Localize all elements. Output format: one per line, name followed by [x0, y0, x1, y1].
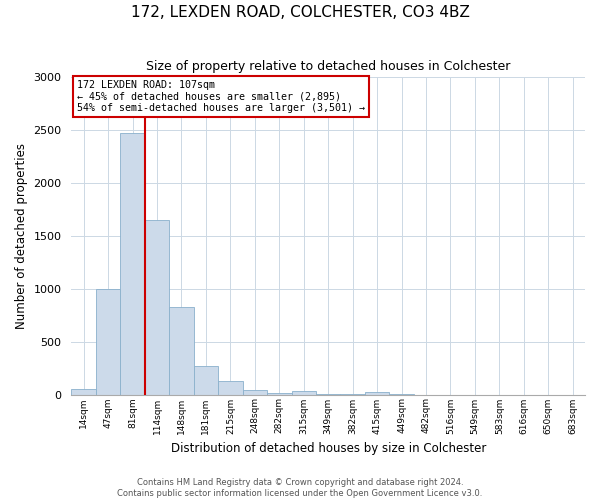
Title: Size of property relative to detached houses in Colchester: Size of property relative to detached ho… [146, 60, 511, 73]
Bar [242, 390, 267, 394]
Y-axis label: Number of detached properties: Number of detached properties [15, 142, 28, 328]
Text: 172, LEXDEN ROAD, COLCHESTER, CO3 4BZ: 172, LEXDEN ROAD, COLCHESTER, CO3 4BZ [131, 5, 469, 20]
Bar [365, 392, 389, 394]
Text: 172 LEXDEN ROAD: 107sqm
← 45% of detached houses are smaller (2,895)
54% of semi: 172 LEXDEN ROAD: 107sqm ← 45% of detache… [77, 80, 365, 114]
Text: Contains HM Land Registry data © Crown copyright and database right 2024.
Contai: Contains HM Land Registry data © Crown c… [118, 478, 482, 498]
X-axis label: Distribution of detached houses by size in Colchester: Distribution of detached houses by size … [170, 442, 486, 455]
Bar [71, 389, 96, 394]
Bar [121, 133, 145, 394]
Bar [96, 288, 121, 395]
Bar [218, 382, 242, 394]
Bar [292, 391, 316, 394]
Bar [194, 366, 218, 394]
Bar [169, 306, 194, 394]
Bar [145, 220, 169, 394]
